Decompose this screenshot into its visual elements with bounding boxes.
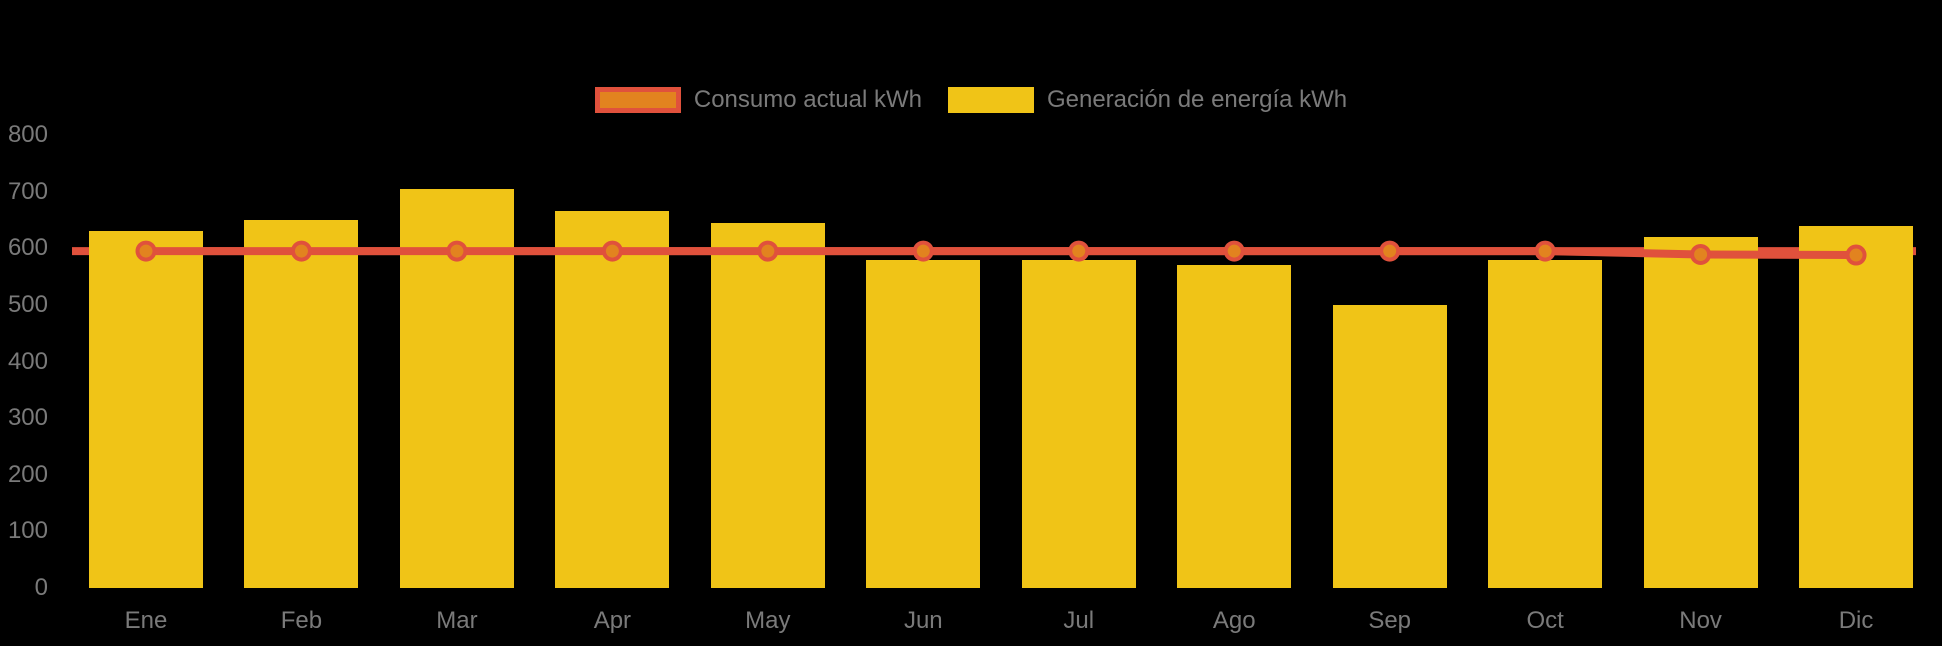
bar-apr[interactable] xyxy=(555,211,670,588)
bar-ene[interactable] xyxy=(89,231,203,588)
bar-jul[interactable] xyxy=(1021,259,1136,588)
y-tick-label-500: 500 xyxy=(7,290,48,318)
consumo-point-nov[interactable] xyxy=(1690,243,1712,265)
x-tick-label-feb: Feb xyxy=(280,607,323,634)
consumo-point-jul[interactable] xyxy=(1068,240,1090,262)
y-tick-label-400: 400 xyxy=(7,347,48,375)
y-tick-label-800: 800 xyxy=(7,121,48,148)
consumo-point-oct[interactable] xyxy=(1534,240,1556,262)
bar-ago[interactable] xyxy=(1177,265,1292,588)
legend-item-generacion[interactable]: Generación de energía kWh xyxy=(947,86,1348,113)
y-tick-label-100: 100 xyxy=(7,517,48,545)
bar-may[interactable] xyxy=(710,222,825,588)
chart-legend: Consumo actual kWh Generación de energía… xyxy=(0,86,1942,114)
bar-sep[interactable] xyxy=(1332,304,1447,588)
x-tick-label-ago: Ago xyxy=(1212,607,1256,634)
consumo-point-mar[interactable] xyxy=(446,240,468,262)
bar-nov[interactable] xyxy=(1643,236,1758,588)
y-tick-label-200: 200 xyxy=(7,460,48,488)
consumo-point-ago[interactable] xyxy=(1223,240,1245,262)
x-tick-label-ene: Ene xyxy=(124,607,168,634)
bar-feb[interactable] xyxy=(244,219,359,588)
x-tick-label-sep: Sep xyxy=(1368,607,1412,634)
x-tick-label-jul: Jul xyxy=(1063,607,1095,634)
consumo-line xyxy=(146,247,1857,260)
bar-jun[interactable] xyxy=(866,259,981,588)
x-tick-label-jun: Jun xyxy=(903,607,943,634)
legend-swatch-consumo-icon xyxy=(594,87,681,113)
legend-item-consumo[interactable]: Consumo actual kWh xyxy=(594,86,922,113)
legend-label-consumo: Consumo actual kWh xyxy=(693,86,922,113)
x-tick-label-oct: Oct xyxy=(1526,607,1564,634)
x-tick-label-may: May xyxy=(745,607,791,634)
x-tick-label-mar: Mar xyxy=(436,607,478,634)
bar-dic[interactable] xyxy=(1799,225,1914,588)
consumo-point-may[interactable] xyxy=(757,240,779,262)
consumo-point-jun[interactable] xyxy=(912,240,934,262)
y-tick-label-0: 0 xyxy=(34,574,48,601)
x-tick-label-dic: Dic xyxy=(1838,607,1874,634)
consumo-point-apr[interactable] xyxy=(601,240,623,262)
legend-swatch-generacion-icon xyxy=(947,87,1034,113)
legend-label-generacion: Generación de energía kWh xyxy=(1046,86,1348,113)
x-tick-label-nov: Nov xyxy=(1679,607,1722,634)
y-tick-label-700: 700 xyxy=(7,177,48,205)
consumo-point-ene[interactable] xyxy=(135,240,157,262)
consumo-point-sep[interactable] xyxy=(1379,240,1401,262)
x-tick-label-apr: Apr xyxy=(593,607,632,634)
y-tick-label-600: 600 xyxy=(7,234,48,262)
bar-oct[interactable] xyxy=(1488,259,1603,588)
y-tick-label-300: 300 xyxy=(7,404,48,432)
consumo-point-feb[interactable] xyxy=(290,240,312,262)
consumo-point-dic[interactable] xyxy=(1845,244,1867,266)
